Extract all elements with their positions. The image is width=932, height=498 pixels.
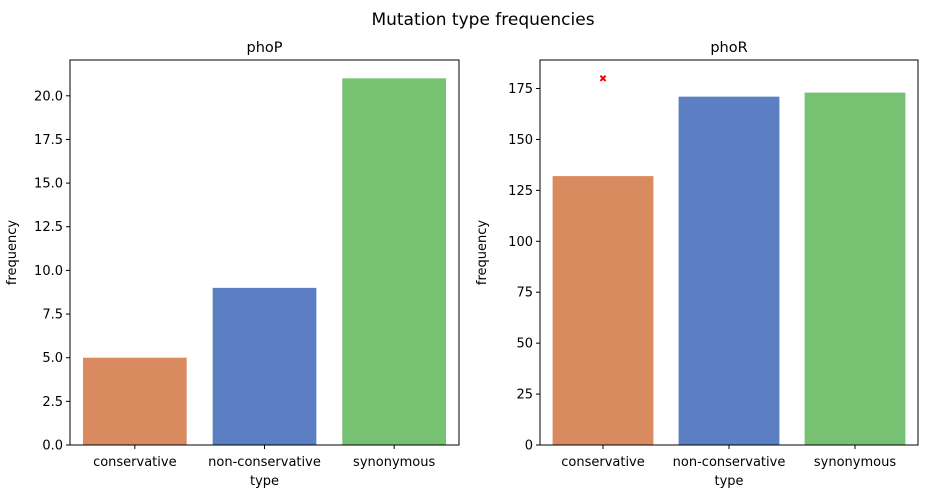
y-tick-label: 5.0 bbox=[42, 351, 63, 366]
y-tick-label: 0.0 bbox=[42, 439, 63, 454]
y-tick-label: 2.5 bbox=[42, 395, 63, 410]
y-tick-label: 150 bbox=[508, 133, 533, 148]
bar-synonymous bbox=[342, 78, 447, 445]
x-axis-label: type bbox=[250, 474, 279, 489]
panel-title: phoR bbox=[710, 40, 747, 56]
x-tick-label: non-conservative bbox=[208, 455, 321, 470]
y-tick-label: 100 bbox=[508, 235, 533, 250]
outlier-marker bbox=[599, 75, 607, 82]
x-tick-label: conservative bbox=[93, 455, 177, 470]
y-tick-label: 7.5 bbox=[42, 308, 63, 323]
bar-conservative bbox=[82, 357, 187, 445]
y-tick-label: 12.5 bbox=[34, 220, 63, 235]
bar-non-conservative bbox=[678, 96, 780, 446]
y-tick-label: 0 bbox=[525, 439, 533, 454]
y-tick-label: 15.0 bbox=[34, 177, 63, 192]
y-tick-label: 175 bbox=[508, 82, 533, 97]
x-tick-label: non-conservative bbox=[673, 455, 786, 470]
y-tick-label: 20.0 bbox=[34, 89, 63, 104]
y-axis-label: frequency bbox=[5, 220, 20, 286]
y-tick-label: 25 bbox=[516, 388, 533, 403]
y-axis-label: frequency bbox=[475, 220, 490, 286]
y-tick-label: 125 bbox=[508, 184, 533, 199]
y-tick-label: 75 bbox=[516, 286, 533, 301]
panel-title: phoP bbox=[246, 40, 282, 56]
x-tick-label: synonymous bbox=[814, 455, 896, 470]
x-tick-label: synonymous bbox=[353, 455, 435, 470]
x-tick-label: conservative bbox=[561, 455, 645, 470]
bar-synonymous bbox=[804, 92, 906, 445]
figure-title: Mutation type frequencies bbox=[371, 10, 594, 30]
bar-conservative bbox=[552, 176, 654, 445]
bar-non-conservative bbox=[212, 287, 317, 445]
y-tick-label: 50 bbox=[516, 337, 533, 352]
y-tick-label: 17.5 bbox=[34, 133, 63, 148]
x-axis-label: type bbox=[714, 474, 743, 489]
y-tick-label: 10.0 bbox=[34, 264, 63, 279]
